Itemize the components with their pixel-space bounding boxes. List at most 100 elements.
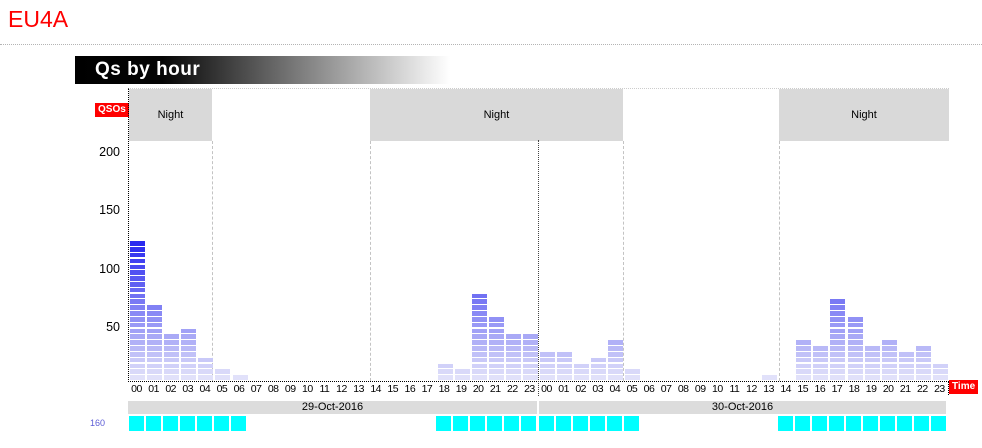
bar-segment xyxy=(130,293,146,299)
bar-segment xyxy=(574,363,590,369)
bar-segment xyxy=(454,369,470,374)
bar-segment xyxy=(471,305,487,310)
hour-label: 12 xyxy=(746,383,757,395)
bar-segment xyxy=(881,340,897,345)
bar-segment xyxy=(915,346,931,351)
bar-segment xyxy=(830,328,846,334)
hour-label: 14 xyxy=(370,383,381,395)
bar-segment xyxy=(488,369,504,374)
bar-segment xyxy=(557,363,573,369)
bar-segment xyxy=(608,357,624,363)
hour-label: 23 xyxy=(524,383,535,395)
bar-segment xyxy=(608,351,624,357)
band-activity-square xyxy=(179,416,195,431)
bar-segment xyxy=(130,241,146,246)
band-activity-square xyxy=(863,416,879,431)
bar-segment xyxy=(830,305,846,310)
chart-title: Qs by hour xyxy=(95,59,201,80)
bar-segment xyxy=(813,369,829,374)
y-axis-tag: QSOs xyxy=(95,103,129,117)
bar-segment xyxy=(181,346,197,351)
bar-segment xyxy=(830,299,846,305)
hour-label: 18 xyxy=(438,383,450,395)
band-activity-square xyxy=(487,416,503,431)
night-edge-line xyxy=(211,141,213,381)
hour-label: 19 xyxy=(865,383,877,395)
bar-segment xyxy=(847,357,863,363)
hour-label: 00 xyxy=(541,383,552,395)
bar-segment xyxy=(471,316,487,322)
bar-segment xyxy=(181,334,197,340)
band-activity-square xyxy=(589,416,605,431)
hour-label: 01 xyxy=(148,383,159,395)
hour-label: 07 xyxy=(660,383,672,395)
bar-segment xyxy=(608,369,624,374)
bar-segment xyxy=(130,346,146,351)
bar-segment xyxy=(147,305,163,310)
bar-segment xyxy=(540,369,556,374)
hour-label: 08 xyxy=(677,383,689,395)
bar-segment xyxy=(864,357,880,363)
bar-segment xyxy=(147,363,163,369)
band-activity-square xyxy=(213,416,229,431)
hour-label: 01 xyxy=(558,383,569,395)
y-tick-label: 200 xyxy=(99,145,120,159)
band-activity-square xyxy=(914,416,930,431)
band-activity-square xyxy=(521,416,537,431)
bar-segment xyxy=(130,276,146,281)
hour-label: 10 xyxy=(711,383,723,395)
callsign: EU4A xyxy=(8,6,69,32)
bar-segment xyxy=(522,340,538,345)
bar-segment xyxy=(591,375,607,380)
hour-label: 13 xyxy=(353,383,364,395)
bar-segment xyxy=(574,375,590,380)
bar-segment xyxy=(505,363,521,369)
bar-segment xyxy=(471,369,487,374)
bar-segment xyxy=(881,363,897,369)
bar-segment xyxy=(557,369,573,374)
bar-segment xyxy=(864,369,880,374)
bar-segment xyxy=(215,375,231,380)
bar-segment xyxy=(164,363,180,369)
hour-label: 16 xyxy=(404,383,416,395)
header-divider xyxy=(0,44,982,45)
hour-label: 12 xyxy=(336,383,347,395)
bar-segment xyxy=(796,357,812,363)
band-activity-square xyxy=(145,416,161,431)
bar-segment xyxy=(522,346,538,351)
bar-segment xyxy=(847,369,863,374)
bar-segment xyxy=(437,369,453,374)
hour-label: 22 xyxy=(506,383,518,395)
hour-label: 05 xyxy=(626,383,638,395)
bar-segment xyxy=(130,252,146,258)
band-activity-square xyxy=(811,416,827,431)
bar-segment xyxy=(505,346,521,351)
bar-segment xyxy=(147,346,163,351)
bar-segment xyxy=(198,357,214,363)
bar-segment xyxy=(130,369,146,374)
plot-area: Night Night Night xyxy=(128,88,949,382)
bar-segment xyxy=(488,357,504,363)
bar-segment xyxy=(540,351,556,357)
band-activity-square xyxy=(897,416,913,431)
bar-segment xyxy=(591,369,607,374)
band-activity-square xyxy=(880,416,896,431)
bar-segment xyxy=(830,363,846,369)
bar-segment xyxy=(830,369,846,374)
hour-label: 13 xyxy=(763,383,774,395)
hour-label: 04 xyxy=(609,383,621,395)
hour-label: 05 xyxy=(216,383,228,395)
bar-segment xyxy=(796,346,812,351)
band-activity-square xyxy=(828,416,844,431)
bar-segment xyxy=(557,351,573,357)
bar-segment xyxy=(608,346,624,351)
bar-segment xyxy=(881,369,897,374)
bar-segment xyxy=(591,363,607,369)
bar-segment xyxy=(932,369,948,374)
chart-title-bar: Qs by hour xyxy=(75,56,947,84)
bar-segment xyxy=(847,351,863,357)
bar-segment xyxy=(796,363,812,369)
bar-segment xyxy=(147,369,163,374)
bar-segment xyxy=(147,316,163,322)
hour-label: 00 xyxy=(131,383,142,395)
